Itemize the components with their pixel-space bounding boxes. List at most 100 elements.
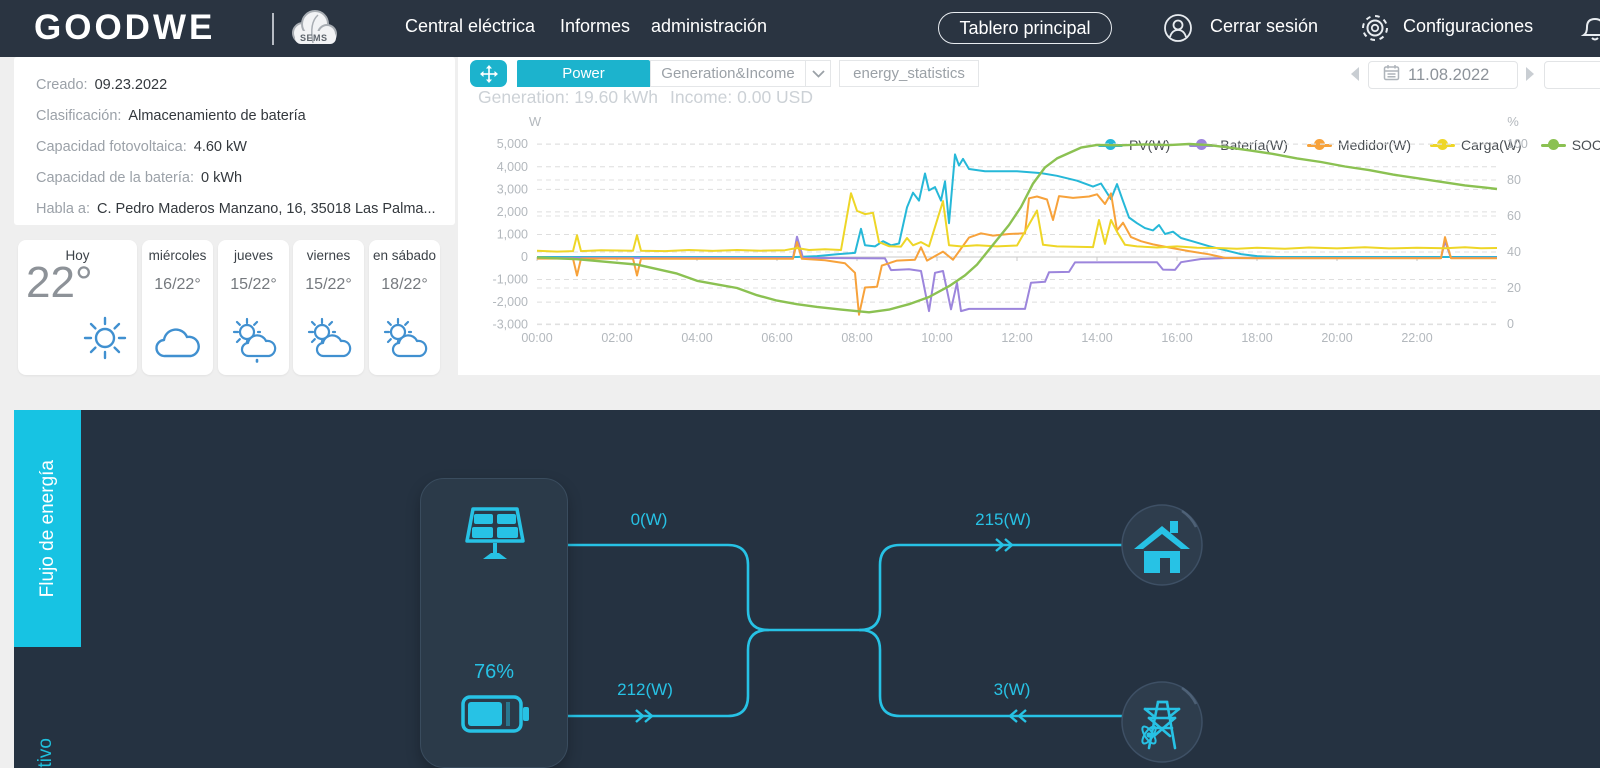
date-value: 11.08.2022: [1408, 65, 1490, 84]
power-chart-card: Power Generation&Income energy_statistic…: [458, 57, 1600, 375]
logo-divider: [272, 13, 274, 45]
sun-icon: [79, 312, 131, 369]
cloud-icon: [153, 322, 203, 369]
svg-text:4,000: 4,000: [497, 160, 528, 174]
svg-text:40: 40: [1507, 245, 1521, 259]
svg-text:08:00: 08:00: [841, 331, 872, 345]
series-Carga(W): [536, 192, 1498, 253]
battery-power-label: 212(W): [617, 680, 673, 699]
settings-link[interactable]: Configuraciones: [1403, 16, 1534, 36]
svg-text:60: 60: [1507, 209, 1521, 223]
calendar-icon: [1383, 64, 1400, 86]
svg-text:-1,000: -1,000: [493, 273, 528, 287]
weather-card: jueves 15/22°: [218, 240, 289, 375]
battery-icon: [461, 695, 531, 740]
info-value: C. Pedro Maderos Manzano, 16, 35018 Las …: [97, 200, 436, 217]
weather-day: Hoy: [65, 248, 90, 263]
weather-day: en sábado: [372, 248, 437, 263]
legend-item[interactable]: Carga(W): [1430, 137, 1522, 153]
weather-temp: 18/22°: [381, 276, 428, 293]
sun-cloud-icon: [302, 316, 356, 369]
weather-card-today: Hoy 22°: [18, 240, 137, 375]
generation-stat: Generation: 19.60 kWh: [478, 87, 658, 107]
series-Batería(W): [537, 235, 1498, 313]
flow-arrow-battery-out: [635, 709, 654, 723]
svg-text:W: W: [529, 114, 542, 129]
sun-cloud-icon: [378, 316, 432, 369]
tab-energy-flow[interactable]: Flujo de energía: [14, 410, 81, 647]
weather-temp: 15/22°: [230, 276, 277, 293]
svg-text:06:00: 06:00: [761, 331, 792, 345]
svg-text:20: 20: [1507, 281, 1521, 295]
plant-info-row: Capacidad fotovoltaica: 4.60 kW: [36, 131, 455, 162]
flow-line-load: [858, 543, 1126, 632]
info-label: Clasificación:: [36, 107, 122, 124]
weather-card: en sábado 18/22°: [369, 240, 440, 375]
nav-item-administracion[interactable]: administración: [651, 16, 768, 36]
plant-info-row: Habla a: C. Pedro Maderos Manzano, 16, 35…: [36, 193, 455, 224]
flow-line-pv: [566, 543, 862, 632]
svg-text:20:00: 20:00: [1321, 331, 1352, 345]
svg-text:100: 100: [1507, 137, 1528, 151]
svg-text:1,000: 1,000: [497, 227, 528, 241]
sun-cloud-rain-icon: [227, 316, 281, 369]
legend-item[interactable]: Medidor(W): [1306, 137, 1411, 153]
income-stat: Income: 0.00 USD: [670, 87, 813, 107]
plant-info-card: Creado: 09.23.2022 Clasificación: Almacena…: [14, 57, 455, 225]
svg-text:80: 80: [1507, 173, 1521, 187]
svg-text:16:00: 16:00: [1161, 331, 1192, 345]
solar-panel-icon: [465, 507, 525, 570]
gear-icon[interactable]: [1358, 11, 1392, 50]
info-label: Capacidad fotovoltaica:: [36, 138, 187, 155]
weather-temp: 16/22°: [154, 276, 201, 293]
svg-text:0: 0: [521, 250, 528, 264]
user-icon[interactable]: [1163, 13, 1193, 48]
info-value: 09.23.2022: [94, 76, 168, 93]
weather-temp: 22°: [26, 258, 93, 307]
flow-arrow-from-grid: [1008, 709, 1027, 723]
svg-text:5,000: 5,000: [497, 137, 528, 151]
power-line-chart: 5,000 4,000 3,000 2,000 1,000 0 -1,000 -2,000 -3…: [493, 114, 1528, 345]
goodwe-logo: GOODWE: [34, 8, 216, 47]
main-dashboard-button[interactable]: Tablero principal: [938, 12, 1112, 44]
tab-energy-statistics[interactable]: energy_statistics: [839, 60, 979, 87]
nav-item-informes[interactable]: Informes: [560, 16, 631, 36]
energy-flow-panel: Flujo de energía Dispositivo: [14, 410, 1600, 768]
nav-item-central-electrica[interactable]: Central eléctrica: [405, 16, 536, 36]
tab-power[interactable]: Power: [517, 60, 650, 87]
battery-soc: 76%: [473, 661, 515, 683]
svg-text:02:00: 02:00: [601, 331, 632, 345]
top-nav: GOODWE SEMS Central eléctrica Informes a…: [0, 0, 1600, 57]
plant-info-row: Clasificación: Almacenamiento de batería: [36, 100, 455, 131]
bell-icon[interactable]: [1580, 13, 1600, 48]
atom-icon: [1141, 725, 1157, 745]
pv-power-label: 0(W): [630, 510, 668, 529]
sems-label: SEMS: [300, 33, 328, 43]
info-value: 0 kWh: [201, 169, 243, 186]
series-PV(W): [537, 153, 1497, 258]
plant-info-row: Creado: 09.23.2022: [36, 69, 455, 100]
logout-link[interactable]: Cerrar sesión: [1210, 16, 1319, 36]
move-handle-button[interactable]: [470, 60, 507, 87]
plant-info-row: Capacidad de la batería: 0 kWh: [36, 162, 455, 193]
flow-arrow-to-load: [995, 538, 1014, 552]
svg-text:18:00: 18:00: [1241, 331, 1272, 345]
date-next-button[interactable]: [1524, 66, 1536, 87]
info-value: 4.60 kW: [193, 138, 247, 155]
svg-text:%: %: [1507, 114, 1519, 129]
date-picker[interactable]: 11.08.2022: [1368, 61, 1518, 89]
tab-generation-income[interactable]: Generation&Income: [650, 60, 805, 87]
date-prev-button[interactable]: [1349, 66, 1361, 87]
date-picker-secondary[interactable]: [1544, 61, 1600, 89]
info-label: Capacidad de la batería:: [36, 169, 194, 186]
svg-text:-2,000: -2,000: [493, 295, 528, 309]
chevron-down-icon[interactable]: [805, 60, 831, 87]
svg-text:10:00: 10:00: [921, 331, 952, 345]
weather-day: viernes: [306, 248, 351, 263]
weather-temp: 15/22°: [305, 276, 352, 293]
flow-line-grid: [858, 628, 1126, 718]
legend-item[interactable]: SOC(%): [1540, 137, 1600, 153]
flow-line-battery: [566, 628, 770, 718]
weather-day: miércoles: [148, 248, 207, 263]
